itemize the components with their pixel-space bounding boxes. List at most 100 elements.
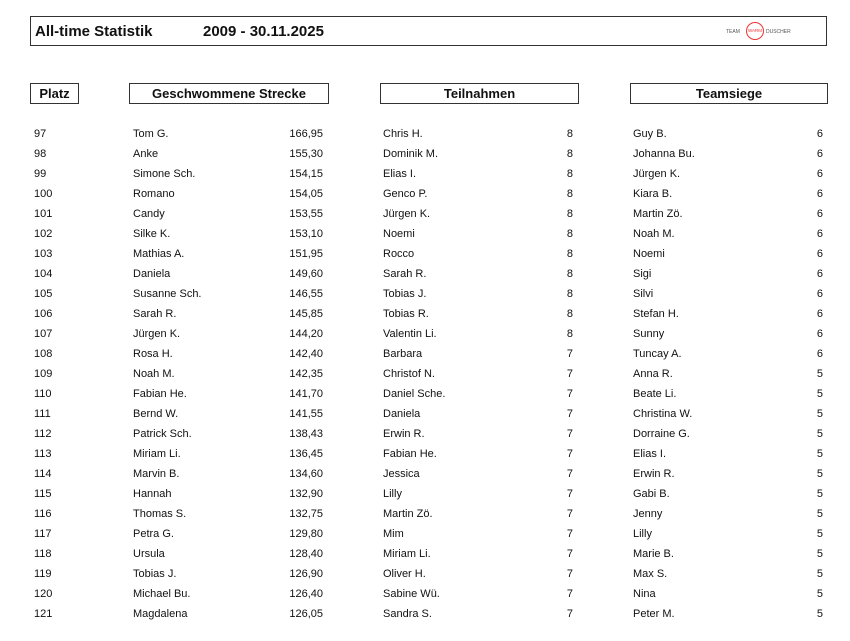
teamwin-name-cell: Erwin R. [633, 468, 675, 480]
distance-value-cell: 141,70 [289, 388, 323, 400]
participation-count-cell: 8 [566, 188, 573, 200]
rank-cell: 121 [34, 608, 53, 620]
table-row: 102 Silke K. 153,10 Noemi 8 Noah M. 6 [0, 228, 850, 248]
teamwin-count-cell: 6 [816, 248, 823, 260]
rank-cell: 116 [34, 508, 52, 520]
participation-count-cell: 7 [566, 568, 573, 580]
rank-cell: 112 [34, 428, 52, 440]
participation-count-cell: 8 [566, 248, 573, 260]
table-row: 120 Michael Bu. 126,40 Sabine Wü. 7 Nina 5 [0, 588, 850, 608]
participation-name-cell: Martin Zö. [383, 508, 433, 520]
distance-name-cell: Michael Bu. [133, 588, 191, 600]
distance-value-cell: 141,55 [289, 408, 323, 420]
rank-cell: 103 [34, 248, 53, 260]
teamwin-name-cell: Max S. [633, 568, 668, 580]
team-logo: TEAM WARM DUSCHER [726, 21, 796, 43]
distance-value-cell: 134,60 [289, 468, 323, 480]
teamwin-name-cell: Sigi [633, 268, 652, 280]
logo-text-right: DUSCHER [766, 29, 791, 35]
teamwin-name-cell: Sunny [633, 328, 665, 340]
participation-name-cell: Daniela [383, 408, 421, 420]
distance-name-cell: Marvin B. [133, 468, 180, 480]
table-row: 97 Tom G. 166,95 Chris H. 8 Guy B. 6 [0, 128, 850, 148]
distance-name-cell: Tobias J. [133, 568, 177, 580]
rank-cell: 107 [34, 328, 53, 340]
teamwin-count-cell: 5 [816, 428, 823, 440]
teamwin-count-cell: 6 [816, 148, 823, 160]
logo-ring: WARM [746, 22, 764, 40]
rank-cell: 101 [34, 208, 53, 220]
distance-name-cell: Bernd W. [133, 408, 179, 420]
teamwin-count-cell: 5 [816, 608, 823, 620]
teamwin-name-cell: Silvi [633, 288, 654, 300]
teamwin-name-cell: Guy B. [633, 128, 667, 140]
participation-name-cell: Tobias J. [383, 288, 427, 300]
participation-count-cell: 7 [566, 608, 573, 620]
distance-name-cell: Daniela [133, 268, 171, 280]
distance-value-cell: 128,40 [289, 548, 323, 560]
participation-count-cell: 8 [566, 228, 573, 240]
teamwin-name-cell: Johanna Bu. [633, 148, 695, 160]
table-row: 105 Susanne Sch. 146,55 Tobias J. 8 Silvi 6 [0, 288, 850, 308]
distance-value-cell: 126,05 [289, 608, 323, 620]
participation-name-cell: Erwin R. [383, 428, 425, 440]
teamwin-count-cell: 5 [816, 368, 823, 380]
table-row: 100 Romano 154,05 Genco P. 8 Kiara B. 6 [0, 188, 850, 208]
teamwin-count-cell: 6 [816, 168, 823, 180]
rank-cell: 113 [34, 448, 52, 460]
teamwin-name-cell: Gabi B. [633, 488, 670, 500]
participation-name-cell: Jürgen K. [383, 208, 431, 220]
distance-name-cell: Patrick Sch. [133, 428, 192, 440]
distance-value-cell: 149,60 [289, 268, 323, 280]
table-row: 117 Petra G. 129,80 Mim 7 Lilly 5 [0, 528, 850, 548]
logo-text-left: TEAM [726, 29, 740, 35]
teamwin-count-cell: 6 [816, 328, 823, 340]
teamwin-count-cell: 6 [816, 188, 823, 200]
teamwin-count-cell: 6 [816, 308, 823, 320]
participation-count-cell: 7 [566, 588, 573, 600]
table-row: 121 Magdalena 126,05 Sandra S. 7 Peter M. 5 [0, 608, 850, 628]
teamwin-name-cell: Jenny [633, 508, 663, 520]
rank-cell: 97 [34, 128, 47, 140]
participation-count-cell: 7 [566, 368, 573, 380]
teamwin-count-cell: 6 [816, 348, 823, 360]
teamwin-count-cell: 5 [816, 388, 823, 400]
distance-name-cell: Romano [133, 188, 175, 200]
date-range: 2009 - 30.11.2025 [203, 23, 324, 40]
teamwin-count-cell: 6 [816, 128, 823, 140]
distance-value-cell: 132,90 [289, 488, 323, 500]
distance-value-cell: 153,55 [289, 208, 323, 220]
header-platz: Platz [30, 83, 79, 104]
distance-value-cell: 144,20 [289, 328, 323, 340]
rank-cell: 98 [34, 148, 47, 160]
distance-name-cell: Mathias A. [133, 248, 185, 260]
table-row: 113 Miriam Li. 136,45 Fabian He. 7 Elias I. 5 [0, 448, 850, 468]
distance-value-cell: 154,15 [289, 168, 323, 180]
table-row: 118 Ursula 128,40 Miriam Li. 7 Marie B. 5 [0, 548, 850, 568]
table-row: 111 Bernd W. 141,55 Daniela 7 Christina W. 5 [0, 408, 850, 428]
table-row: 116 Thomas S. 132,75 Martin Zö. 7 Jenny 5 [0, 508, 850, 528]
teamwin-count-cell: 5 [816, 448, 823, 460]
participation-name-cell: Genco P. [383, 188, 428, 200]
participation-name-cell: Noemi [383, 228, 415, 240]
rank-cell: 105 [34, 288, 53, 300]
teamwin-count-cell: 6 [816, 228, 823, 240]
distance-value-cell: 155,30 [289, 148, 323, 160]
teamwin-name-cell: Marie B. [633, 548, 674, 560]
participation-name-cell: Jessica [383, 468, 420, 480]
distance-value-cell: 136,45 [289, 448, 323, 460]
table-row: 119 Tobias J. 126,90 Oliver H. 7 Max S. 5 [0, 568, 850, 588]
table-row: 110 Fabian He. 141,70 Daniel Sche. 7 Beate Li… [0, 388, 850, 408]
distance-value-cell: 145,85 [289, 308, 323, 320]
teamwin-name-cell: Christina W. [633, 408, 693, 420]
participation-count-cell: 7 [566, 408, 573, 420]
teamwin-count-cell: 6 [816, 208, 823, 220]
participation-name-cell: Oliver H. [383, 568, 426, 580]
distance-name-cell: Sarah R. [133, 308, 177, 320]
participation-count-cell: 7 [566, 548, 573, 560]
teamwin-count-cell: 5 [816, 408, 823, 420]
table-row: 99 Simone Sch. 154,15 Elias I. 8 Jürgen K. 6 [0, 168, 850, 188]
distance-name-cell: Tom G. [133, 128, 169, 140]
participation-count-cell: 8 [566, 128, 573, 140]
teamwin-count-cell: 5 [816, 568, 823, 580]
